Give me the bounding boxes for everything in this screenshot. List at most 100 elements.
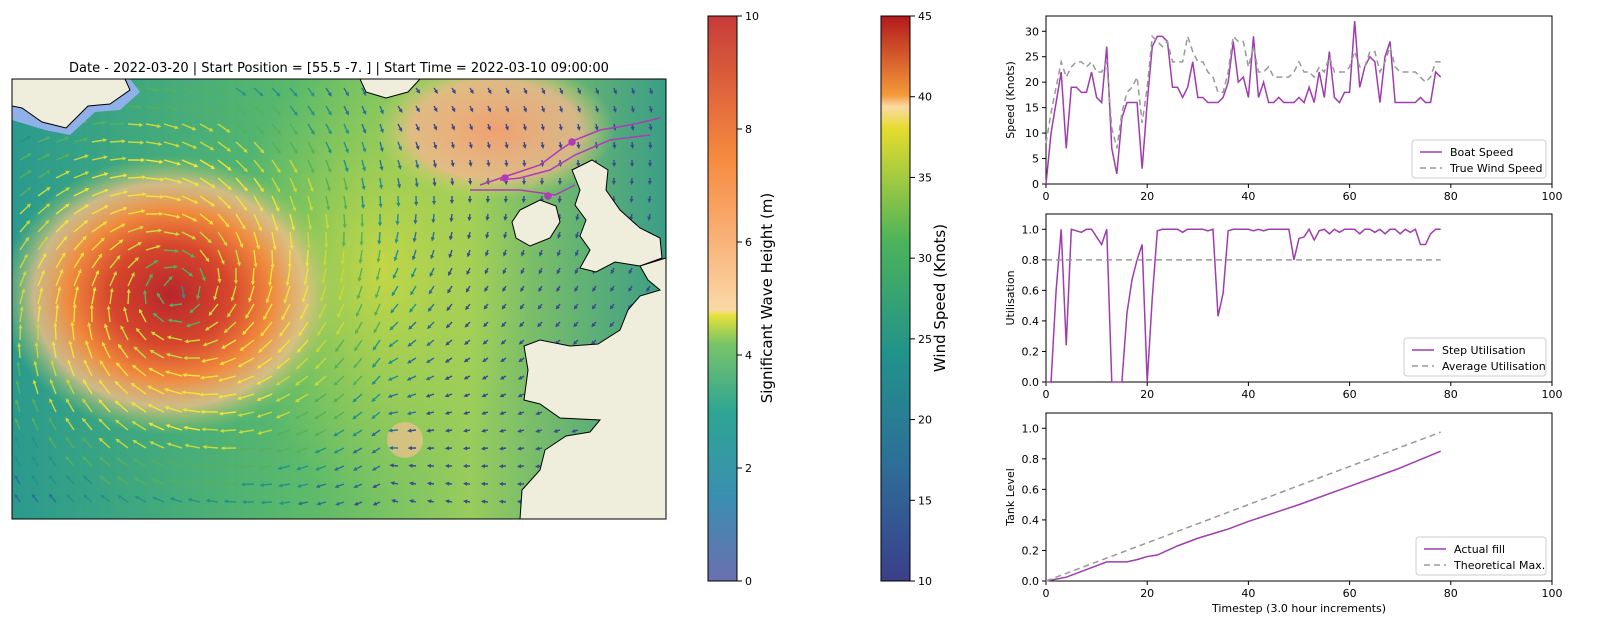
wind-arrow — [151, 478, 165, 485]
wind-arrow — [166, 442, 183, 449]
wind-arrow — [359, 231, 364, 246]
wind-arrow — [104, 323, 111, 341]
wind-arrow — [322, 249, 327, 267]
wind-arrow — [481, 393, 489, 398]
wind-arrow — [147, 404, 165, 413]
wind-arrow — [499, 375, 507, 380]
wind-arrow — [91, 188, 109, 197]
wind-arrow — [276, 429, 291, 436]
wind-arrow — [444, 393, 453, 398]
wind-arrow — [219, 357, 237, 366]
wind-arrow — [109, 173, 128, 179]
y-tick-label: 0.2 — [1022, 544, 1040, 557]
wind-arrow — [186, 479, 201, 485]
wind-arrow — [48, 455, 57, 467]
wind-arrow — [295, 429, 309, 436]
wind-arrow — [339, 267, 345, 284]
wind-arrow — [406, 375, 417, 381]
wind-arrow — [55, 153, 70, 161]
wind-arrow — [19, 153, 32, 161]
wind-arrow — [554, 339, 561, 345]
wind-arrow — [415, 87, 421, 94]
wind-arrow — [325, 87, 332, 97]
wind-arrow — [271, 213, 279, 232]
wind-arrow — [16, 361, 21, 377]
wind-arrow — [37, 287, 44, 305]
wind-arrow — [185, 461, 201, 467]
wind-arrow — [486, 123, 491, 131]
wind-arrow — [314, 393, 327, 403]
wind-arrow — [65, 474, 75, 485]
wind-arrow — [517, 446, 525, 451]
wind-arrow — [503, 213, 508, 222]
wind-arrow — [397, 123, 403, 132]
wind-arrow — [73, 171, 90, 179]
wind-arrow — [218, 411, 237, 416]
wind-arrow — [594, 123, 599, 131]
wind-arrow — [163, 275, 173, 287]
wind-arrow — [98, 379, 111, 395]
wind-arrow — [91, 269, 100, 287]
y-tick-label: 5 — [1032, 153, 1039, 166]
wind-arrow — [483, 303, 489, 310]
wind-arrow — [485, 213, 490, 222]
wind-arrow — [127, 225, 145, 233]
y-tick-label: 0.6 — [1022, 284, 1040, 297]
wind-arrow — [325, 141, 332, 154]
wind-arrow — [361, 87, 367, 97]
wind-arrow — [630, 105, 635, 113]
wind-arrow — [163, 195, 182, 202]
wind-arrow — [127, 192, 147, 197]
wind-arrow — [256, 393, 273, 401]
wind-arrow — [465, 303, 471, 311]
wind-arrow — [501, 303, 507, 310]
wind-arrow — [91, 205, 109, 215]
wind-arrow — [199, 213, 214, 225]
wind-arrow — [407, 428, 417, 433]
wind-arrow — [82, 378, 93, 395]
wind-arrow — [217, 231, 228, 247]
wind-arrow — [610, 267, 615, 275]
wind-arrow — [132, 458, 147, 467]
wind-arrow — [307, 123, 315, 136]
wind-arrow — [485, 231, 490, 239]
wind-arrow — [19, 170, 32, 179]
wind-arrow — [227, 303, 237, 318]
wind-arrow — [519, 321, 525, 328]
wind-arrow — [271, 105, 281, 116]
wind-arrow — [517, 375, 525, 380]
wind-arrow — [253, 123, 265, 135]
wind-arrow — [467, 231, 472, 240]
wind-arrow — [73, 285, 80, 305]
wind-arrow — [221, 339, 237, 349]
wind-colorbar-tick-label: 45 — [918, 10, 932, 23]
wind-arrow — [389, 321, 399, 331]
wind-arrow — [145, 141, 163, 147]
wind-arrow — [426, 428, 435, 433]
wind-arrow — [520, 267, 525, 275]
wind-arrow — [407, 339, 417, 347]
wind-arrow — [275, 411, 291, 419]
legend-box — [1415, 536, 1547, 576]
wind-arrow — [237, 411, 255, 417]
line-charts: 0 20 40 60 80 100 0 5 10 15 20 25 30 Speed (Knots) Boa… — [1004, 15, 1563, 615]
wind-arrow — [394, 231, 399, 244]
wind-arrow — [150, 459, 165, 467]
wind-arrow — [235, 141, 248, 153]
wind-arrow — [498, 499, 507, 504]
wind-arrow — [55, 203, 70, 215]
x-tick-label: 20 — [1140, 190, 1154, 203]
wind-arrow — [199, 87, 212, 95]
wind-arrow — [145, 273, 153, 287]
wind-arrow — [469, 123, 473, 131]
wind-arrow — [498, 446, 507, 451]
wind-arrow — [505, 87, 510, 95]
wind-arrow — [517, 393, 525, 398]
wind-arrow — [448, 249, 453, 259]
series-line-step-utilisation — [1046, 227, 1441, 383]
wind-arrow — [557, 231, 562, 239]
wind-arrow — [127, 140, 145, 145]
wind-arrow — [167, 460, 183, 467]
wind-arrow — [278, 500, 291, 506]
wind-arrow — [235, 231, 244, 249]
